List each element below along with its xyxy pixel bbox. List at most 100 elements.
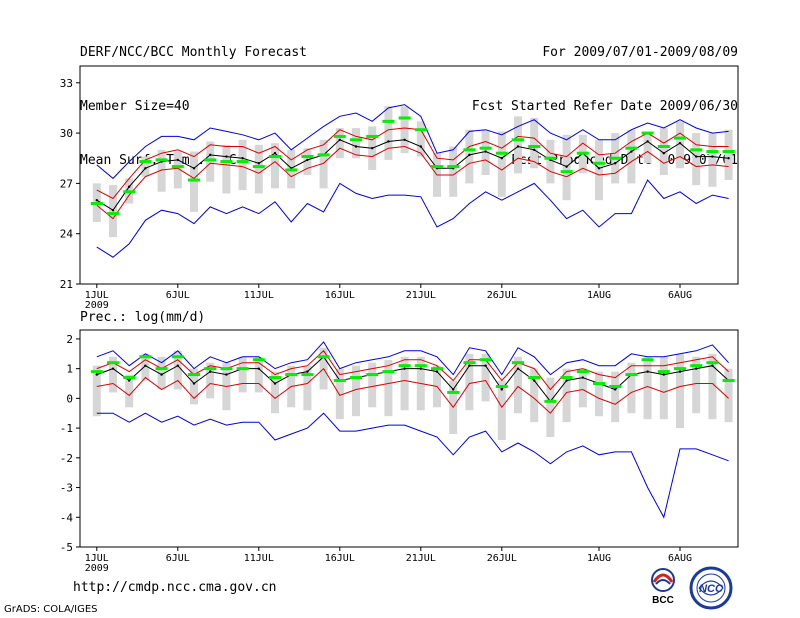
mean-point xyxy=(192,382,196,385)
member-marker xyxy=(220,367,233,371)
mean-point xyxy=(484,364,487,367)
member-marker xyxy=(382,119,395,123)
x-tick-label: 26JUL xyxy=(487,290,517,301)
member-marker xyxy=(90,202,103,206)
x-year-label: 2009 xyxy=(85,300,109,311)
spread-box xyxy=(352,128,360,159)
panel-title: Prec.: log(mm/d) xyxy=(80,310,205,325)
member-marker xyxy=(609,156,622,160)
spread-box xyxy=(497,380,506,440)
y-tick-label: 21 xyxy=(60,278,73,291)
mean-point xyxy=(95,373,99,376)
member-marker xyxy=(528,376,541,380)
mean-point xyxy=(338,138,341,141)
y-tick-label: 24 xyxy=(60,228,74,241)
start-date: Fcst Started Refer Date 2009/06/30 xyxy=(471,99,738,114)
mean-point xyxy=(354,145,358,148)
plot-frame xyxy=(79,329,739,548)
mean-point xyxy=(128,379,131,382)
member-marker xyxy=(593,161,605,165)
member-marker xyxy=(593,382,605,386)
mean-point xyxy=(646,370,649,373)
spread-box xyxy=(352,365,360,417)
member-marker xyxy=(479,146,492,150)
mean-point xyxy=(662,152,665,155)
spread-box xyxy=(190,151,198,212)
spread-box xyxy=(384,359,393,417)
member-marker xyxy=(479,358,492,362)
mean-point xyxy=(273,152,277,155)
member-marker xyxy=(188,178,200,182)
member-marker xyxy=(512,361,524,365)
spread-box xyxy=(190,368,198,405)
ncc-logo-text: NCC xyxy=(699,583,724,595)
mean-point xyxy=(95,198,99,202)
member-marker xyxy=(447,165,460,169)
spread-box xyxy=(109,356,117,393)
bcc-logo: BCC xyxy=(651,568,675,606)
spread-box xyxy=(708,133,717,187)
mean-point xyxy=(111,209,115,212)
mean-point xyxy=(516,367,520,370)
lower-line xyxy=(96,145,729,220)
member-marker xyxy=(431,367,443,371)
spread-box xyxy=(254,144,263,194)
mean-line xyxy=(96,356,729,403)
y-tick-label: -5 xyxy=(60,541,73,554)
member-marker xyxy=(139,160,152,164)
member-marker xyxy=(657,370,670,374)
member-marker xyxy=(447,390,460,394)
mean-point xyxy=(257,367,260,370)
mean-point xyxy=(533,148,536,152)
member-marker xyxy=(576,370,589,374)
spread-box xyxy=(578,368,587,408)
member-marker xyxy=(414,128,427,132)
member-marker xyxy=(528,144,541,148)
member-marker xyxy=(625,373,638,377)
x-tick-label: 6AUG xyxy=(668,553,692,564)
y-tick-label: 2 xyxy=(66,333,73,346)
mean-point xyxy=(695,155,698,158)
mean-point xyxy=(371,146,374,150)
spread-box xyxy=(497,131,506,197)
mean-point xyxy=(387,140,390,143)
member-marker xyxy=(333,379,346,383)
spread-box xyxy=(271,371,279,414)
member-marker xyxy=(155,367,168,371)
mean-point xyxy=(581,376,584,379)
member-marker xyxy=(690,364,703,368)
mean-point xyxy=(678,141,682,145)
member-marker xyxy=(366,373,379,377)
source-url[interactable]: http://cmdp.ncc.cma.gov.cn xyxy=(73,580,277,595)
spread-box xyxy=(238,139,247,191)
member-marker xyxy=(641,358,654,362)
member-marker xyxy=(544,399,557,403)
mean-point xyxy=(306,158,309,162)
x-tick-label: 26JUL xyxy=(487,553,517,564)
spread-box xyxy=(238,356,247,393)
spread-box xyxy=(222,144,231,194)
mean-point xyxy=(516,145,520,148)
mean-point xyxy=(614,162,617,165)
spread-box xyxy=(514,116,522,174)
x-tick-label: 11JUL xyxy=(244,553,274,564)
mean-point xyxy=(533,379,536,382)
member-marker xyxy=(107,361,119,365)
lower-line xyxy=(96,367,729,414)
spread-box xyxy=(416,121,425,157)
spread-box xyxy=(530,117,539,169)
member-marker xyxy=(625,146,638,150)
member-marker xyxy=(512,138,524,142)
spread-box xyxy=(676,121,684,169)
spread-box xyxy=(303,148,312,175)
mean-point xyxy=(565,165,568,168)
spread-box xyxy=(92,365,101,417)
mean-point xyxy=(419,367,422,370)
member-marker xyxy=(171,165,184,169)
mean-point xyxy=(257,162,260,165)
member-marker xyxy=(414,364,427,368)
spread-box xyxy=(173,151,182,189)
upper-line xyxy=(96,127,729,200)
member-size: Member Size=40 xyxy=(80,99,190,114)
